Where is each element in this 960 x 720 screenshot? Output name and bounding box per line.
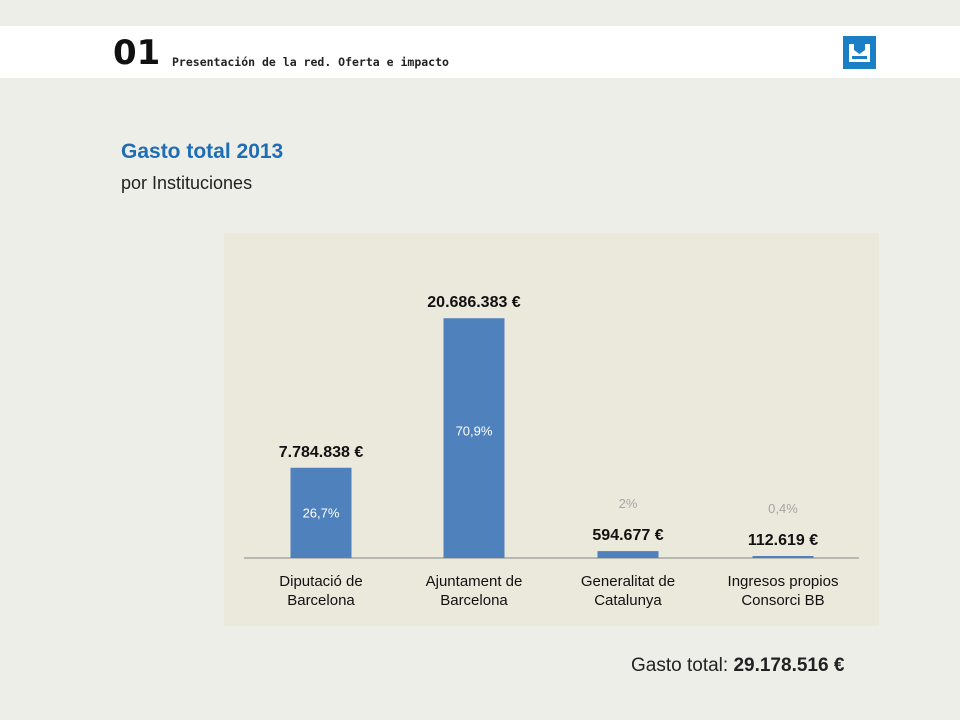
bar-3	[597, 551, 659, 558]
category-label-2-1: Ajuntament de	[426, 573, 523, 590]
category-label-1-1: Diputació de	[279, 573, 362, 590]
value-label-1: 7.784.838 €	[279, 444, 364, 461]
category-label-2-2: Barcelona	[440, 592, 508, 609]
value-label-2: 20.686.383 €	[427, 294, 521, 311]
section-number: 01	[113, 33, 161, 73]
chart-panel: 7.784.838 € 26,7% Diputació de Barcelona 20.…	[224, 233, 879, 626]
category-label-3-1: Generalitat de	[581, 573, 675, 590]
bar-4	[752, 556, 814, 558]
bar-2	[443, 318, 505, 558]
bar-1	[290, 467, 352, 558]
bar-chart: 7.784.838 € 26,7% Diputació de Barcelona 20.…	[244, 294, 859, 609]
total-value: 29.178.516 €	[733, 655, 845, 676]
percent-label-4: 0,4%	[768, 501, 798, 516]
category-label-4-2: Consorci BB	[741, 592, 824, 609]
total-label: Gasto total:	[631, 655, 734, 676]
header-band	[0, 26, 960, 78]
percent-label-3: 2%	[619, 496, 638, 511]
chart-subtitle: por Instituciones	[121, 173, 253, 193]
category-label-3-2: Catalunya	[594, 592, 662, 609]
chart-title: Gasto total 2013	[121, 140, 284, 163]
category-label-4-1: Ingresos propios	[728, 573, 839, 590]
library-logo-icon	[843, 36, 876, 69]
percent-label-1: 26,7%	[303, 505, 340, 520]
section-title: Presentación de la red. Oferta e impacto	[172, 55, 449, 69]
category-label-1-2: Barcelona	[287, 592, 355, 609]
total-line: Gasto total: 29.178.516 €	[631, 655, 844, 677]
percent-label-2: 70,9%	[456, 424, 493, 439]
value-label-3: 594.677 €	[592, 527, 663, 544]
value-label-4: 112.619 €	[748, 532, 818, 549]
